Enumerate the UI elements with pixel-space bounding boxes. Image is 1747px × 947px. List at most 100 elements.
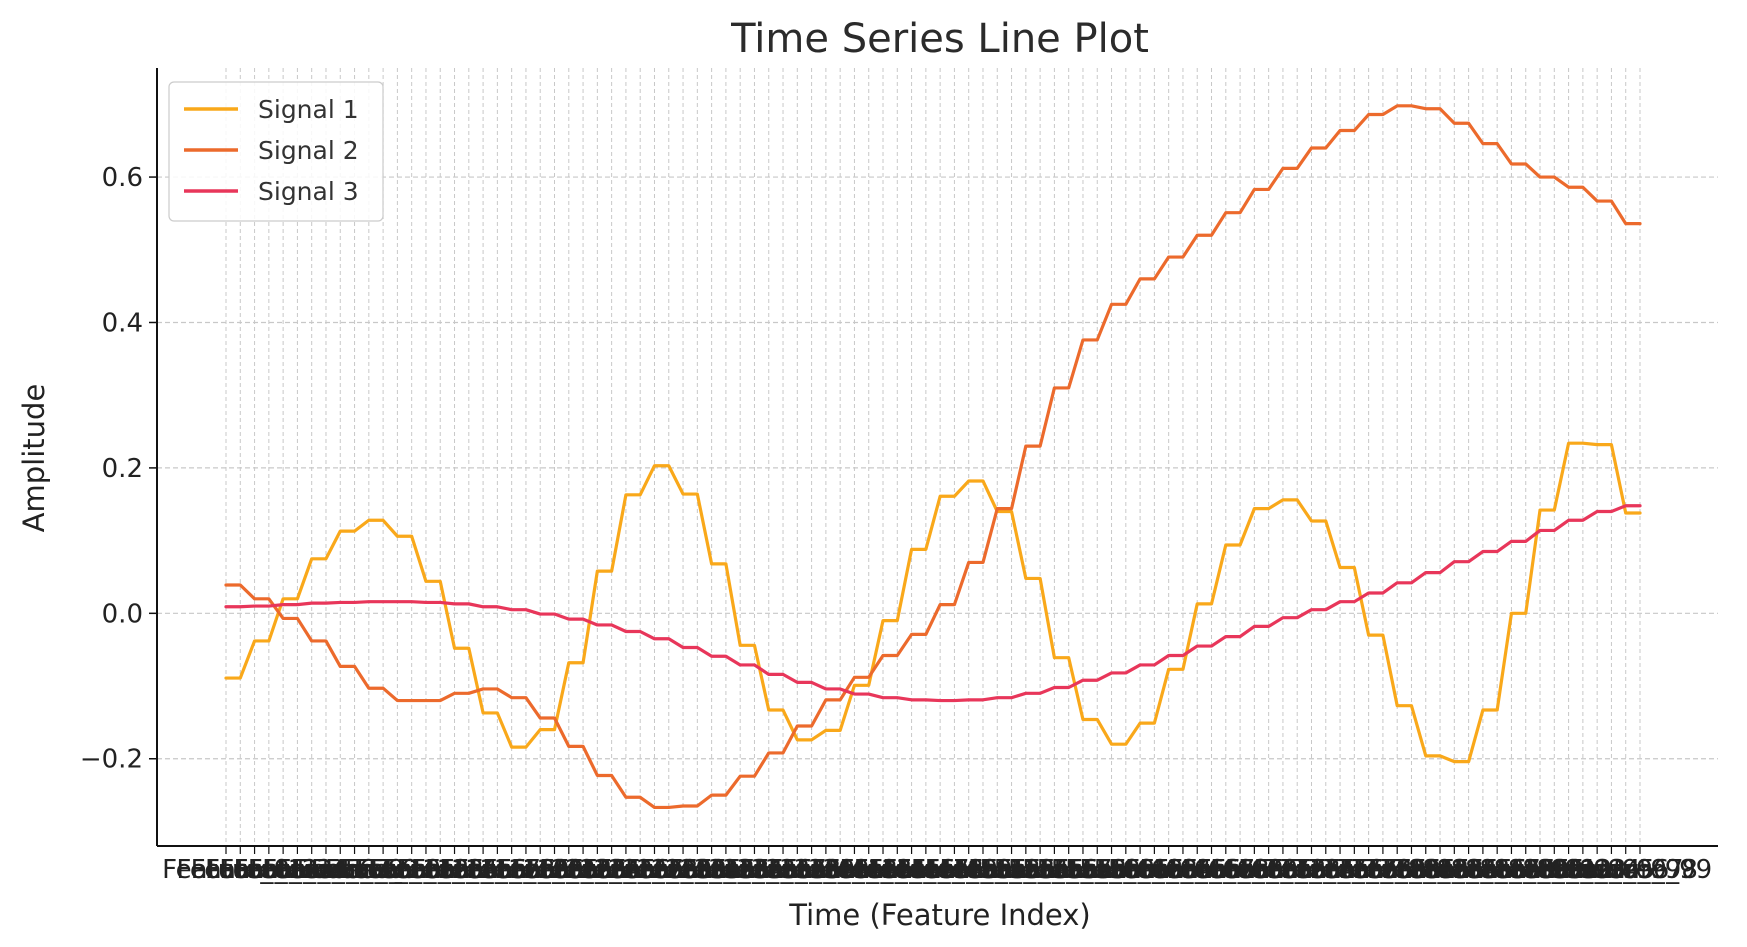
x-tick-label: Feature_96: [1525, 855, 1669, 885]
y-ticks: −0.2 0.0 0.2 0.4 0.6: [80, 163, 157, 775]
x-tick-label: Feature_4: [219, 855, 347, 885]
x-tick-label: Feature_41: [739, 855, 883, 885]
x-tick-label: Feature_51: [882, 855, 1026, 885]
x-tick-label: Feature_0: [162, 855, 290, 885]
x-tick-label: Feature_24: [497, 855, 641, 885]
legend: Signal 1 Signal 2 Signal 3: [168, 81, 384, 222]
x-tick-label: Feature_36: [668, 855, 812, 885]
x-tick-label: Feature_30: [582, 855, 726, 885]
x-tick-label: Feature_87: [1396, 855, 1540, 885]
x-tick-label: Feature_1: [176, 855, 304, 885]
x-tick-label: Feature_67: [1111, 855, 1255, 885]
x-tick-label: Feature_99: [1568, 855, 1712, 885]
x-tick-label: Feature_82: [1325, 855, 1469, 885]
x-tick-label: Feature_63: [1054, 855, 1198, 885]
x-tick-label: Feature_70: [1154, 855, 1298, 885]
x-tick-label: Feature_29: [568, 855, 712, 885]
x-tick-label: Feature_48: [839, 855, 983, 885]
x-tick-label: Feature_61: [1025, 855, 1169, 885]
x-tick-label: Feature_17: [397, 855, 541, 885]
x-tick-label: Feature_25: [511, 855, 655, 885]
x-tick-label: Feature_91: [1454, 855, 1598, 885]
x-tick-label: Feature_69: [1139, 855, 1283, 885]
series-line-2: [224, 104, 1642, 810]
x-tick-label: Feature_58: [982, 855, 1126, 885]
y-tick-label: 0.4: [102, 308, 143, 338]
x-tick-label: Feature_38: [697, 855, 841, 885]
x-tick-label: Feature_57: [968, 855, 1112, 885]
x-tick-label: Feature_85: [1368, 855, 1512, 885]
x-tick-label: Feature_47: [825, 855, 969, 885]
x-tick-label: Feature_98: [1554, 855, 1698, 885]
x-tick-label: Feature_3: [205, 855, 333, 885]
x-tick-label: Feature_55: [939, 855, 1083, 885]
axes: [156, 68, 1718, 847]
x-tick-label: Feature_90: [1439, 855, 1583, 885]
x-tick-label: Feature_77: [1254, 855, 1398, 885]
x-tick-label: Feature_20: [439, 855, 583, 885]
legend-items: Signal 1 Signal 2 Signal 3: [184, 95, 359, 206]
x-tick-label: Feature_78: [1268, 855, 1412, 885]
x-tick-label: Feature_34: [639, 855, 783, 885]
x-tick-label: Feature_65: [1082, 855, 1226, 885]
x-tick-label: Feature_59: [997, 855, 1141, 885]
x-tick-label: Feature_5: [234, 855, 362, 885]
x-tick-label: Feature_21: [454, 855, 598, 885]
y-axis-label: Amplitude: [17, 384, 51, 533]
x-tick-label: Feature_37: [682, 855, 826, 885]
x-tick-label: Feature_19: [425, 855, 569, 885]
legend-label-3: Signal 3: [258, 177, 359, 206]
x-tick-label: Feature_74: [1211, 855, 1355, 885]
legend-box: [168, 81, 384, 222]
y-tick-label: 0.0: [102, 599, 143, 629]
x-tick-label: Feature_50: [868, 855, 1012, 885]
y-tick-label: −0.2: [80, 745, 143, 775]
x-tick-label: Feature_81: [1311, 855, 1455, 885]
x-tick-label: Feature_92: [1468, 855, 1612, 885]
x-tick-label: Feature_32: [611, 855, 755, 885]
x-tick-label: Feature_75: [1225, 855, 1369, 885]
x-tick-label: Feature_94: [1496, 855, 1640, 885]
x-tick-label: Feature_35: [654, 855, 798, 885]
x-tick-label: Feature_16: [382, 855, 526, 885]
x-axis-label: Time (Feature Index): [788, 898, 1090, 932]
x-tick-label: Feature_42: [754, 855, 898, 885]
x-tick-label: Feature_79: [1282, 855, 1426, 885]
x-tick-label: Feature_64: [1068, 855, 1212, 885]
x-tick-label: Feature_43: [768, 855, 912, 885]
x-tick-label: Feature_13: [340, 855, 484, 885]
x-tick-label: Feature_12: [325, 855, 469, 885]
x-tick-label: Feature_8: [276, 855, 404, 885]
x-tick-label: Feature_54: [925, 855, 1069, 885]
y-tick-label: 0.2: [102, 454, 143, 484]
x-tick-label: Feature_40: [725, 855, 869, 885]
x-tick-label: Feature_39: [711, 855, 855, 885]
x-tick-label: Feature_89: [1425, 855, 1569, 885]
x-tick-label: Feature_73: [1196, 855, 1340, 885]
grid: [157, 68, 1718, 846]
x-tick-label: Feature_23: [482, 855, 626, 885]
x-tick-label: Feature_6: [248, 855, 376, 885]
x-tick-label: Feature_72: [1182, 855, 1326, 885]
x-tick-label: Feature_56: [954, 855, 1098, 885]
x-tick-label: Feature_44: [782, 855, 926, 885]
x-tick-label: Feature_49: [854, 855, 998, 885]
x-tick-label: Feature_2: [191, 855, 319, 885]
x-tick-label: Feature_46: [811, 855, 955, 885]
x-tick-label: Feature_27: [539, 855, 683, 885]
x-tick-label: Feature_95: [1511, 855, 1655, 885]
x-tick-label: Feature_84: [1354, 855, 1498, 885]
series-line-1: [224, 441, 1642, 764]
x-ticks: Feature_0Feature_1Feature_2Feature_3Feat…: [162, 846, 1712, 885]
legend-label-1: Signal 1: [258, 95, 359, 124]
x-tick-label: Feature_71: [1168, 855, 1312, 885]
x-tick-label: Feature_26: [525, 855, 669, 885]
x-tick-label: Feature_60: [1011, 855, 1155, 885]
series-line-3: [224, 504, 1642, 703]
x-tick-label: Feature_14: [354, 855, 498, 885]
chart-title: Time Series Line Plot: [730, 16, 1149, 62]
x-tick-label: Feature_97: [1539, 855, 1683, 885]
y-tick-label: 0.6: [102, 163, 143, 193]
